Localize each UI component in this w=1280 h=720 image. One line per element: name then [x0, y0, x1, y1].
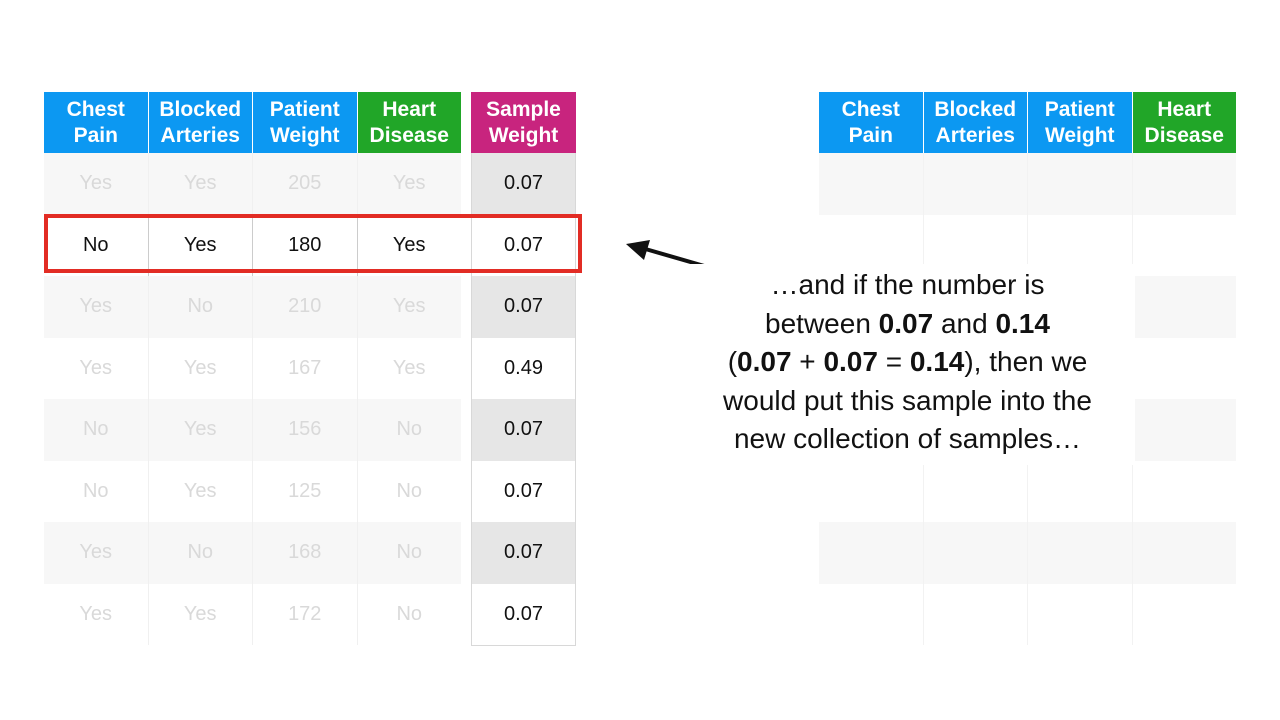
header-heart-disease: Heart Disease: [357, 92, 461, 153]
table-cell: Yes: [149, 153, 253, 215]
table-cell: Yes: [149, 460, 253, 522]
sample-weight-cell: 0.07: [472, 399, 575, 461]
table-cell: 125: [253, 460, 358, 522]
highlight-box: [44, 214, 582, 273]
sample-weight-cell: 0.07: [472, 153, 575, 215]
table-row: Yes Yes 172 No: [44, 583, 461, 645]
header-chest-pain: Chest Pain: [819, 92, 924, 153]
table-cell: Yes: [44, 337, 149, 399]
table-cell: Yes: [44, 153, 149, 215]
table-row-highlighted: No Yes 180 Yes: [44, 214, 461, 276]
table-cell: No: [44, 214, 149, 276]
sample-weight-cell: 0.49: [504, 356, 543, 379]
table-cell: Yes: [44, 522, 149, 584]
table-cell: Yes: [149, 583, 253, 645]
table-header-row: Chest Pain Blocked Arteries Patient Weight …: [44, 92, 461, 153]
sample-weight-cell: 0.07: [504, 479, 543, 502]
annotation-line-1: …and if the number is: [770, 269, 1045, 300]
table-cell: Yes: [149, 399, 253, 461]
sample-weight-cell: 0.07: [472, 522, 575, 584]
table-row: No Yes 156 No: [44, 399, 461, 461]
table-row: Yes No 210 Yes: [44, 276, 461, 338]
annotation-line-2: between 0.07 and 0.14: [765, 307, 1050, 339]
table-cell: No: [44, 460, 149, 522]
table-cell: 167: [253, 337, 358, 399]
table-row: [819, 522, 1236, 584]
table-cell: Yes: [149, 337, 253, 399]
table-row: [819, 153, 1236, 215]
table-cell: Yes: [149, 214, 253, 276]
table-cell: No: [396, 602, 423, 625]
table-row: No Yes 125 No: [44, 460, 461, 522]
table-row: Yes Yes 167 Yes: [44, 337, 461, 399]
table-row: [819, 214, 1236, 276]
header-sample-weight: Sample Weight: [471, 92, 576, 153]
sample-weight-table: Sample Weight 0.07 0.07 0.07 0.49 0.07 0.…: [471, 92, 576, 646]
table-row: [819, 583, 1236, 645]
table-cell: No: [396, 418, 423, 441]
table-cell: Yes: [392, 295, 426, 318]
table-header-row: Chest Pain Blocked Arteries Patient Weight …: [819, 92, 1236, 153]
table-cell: Yes: [392, 233, 426, 256]
header-blocked-arteries: Blocked Arteries: [148, 92, 253, 153]
table-cell: 210: [253, 276, 358, 338]
annotation-line-3: (0.07 + 0.07 = 0.14), then we: [727, 346, 1088, 377]
header-patient-weight: Patient Weight: [253, 92, 358, 153]
table-cell: 180: [253, 214, 358, 276]
header-patient-weight: Patient Weight: [1028, 92, 1133, 153]
sample-weight-column: 0.07 0.07 0.07 0.49 0.07 0.07 0.07 0.07: [471, 153, 576, 646]
table-cell: No: [149, 276, 253, 338]
table-cell: 205: [253, 153, 358, 215]
sample-weight-cell: 0.07: [504, 233, 543, 256]
table-row: Yes Yes 205 Yes: [44, 153, 461, 215]
table-cell: No: [44, 399, 149, 461]
table-header-row: Sample Weight: [471, 92, 576, 153]
table-row: Yes No 168 No: [44, 522, 461, 584]
header-blocked-arteries: Blocked Arteries: [923, 92, 1028, 153]
table-cell: Yes: [392, 356, 426, 379]
table-cell: Yes: [44, 583, 149, 645]
header-chest-pain: Chest Pain: [44, 92, 149, 153]
table-cell: 156: [253, 399, 358, 461]
table-cell: No: [396, 541, 423, 564]
original-samples-table: Chest Pain Blocked Arteries Patient Weight …: [44, 92, 461, 645]
table-cell: 168: [253, 522, 358, 584]
table-cell: Yes: [44, 276, 149, 338]
table-row: [819, 460, 1236, 522]
annotation-text: …and if the number is between 0.07 and 0…: [680, 264, 1135, 465]
table-cell: No: [396, 479, 423, 502]
header-heart-disease: Heart Disease: [1132, 92, 1236, 153]
annotation-line-4: would put this sample into the: [723, 384, 1092, 416]
sample-weight-cell: 0.07: [472, 276, 575, 338]
table-cell: 172: [253, 583, 358, 645]
sample-weight-cell: 0.07: [504, 602, 543, 625]
table-cell: Yes: [392, 172, 426, 195]
annotation-line-5: new collection of samples…: [733, 423, 1082, 454]
table-cell: No: [149, 522, 253, 584]
